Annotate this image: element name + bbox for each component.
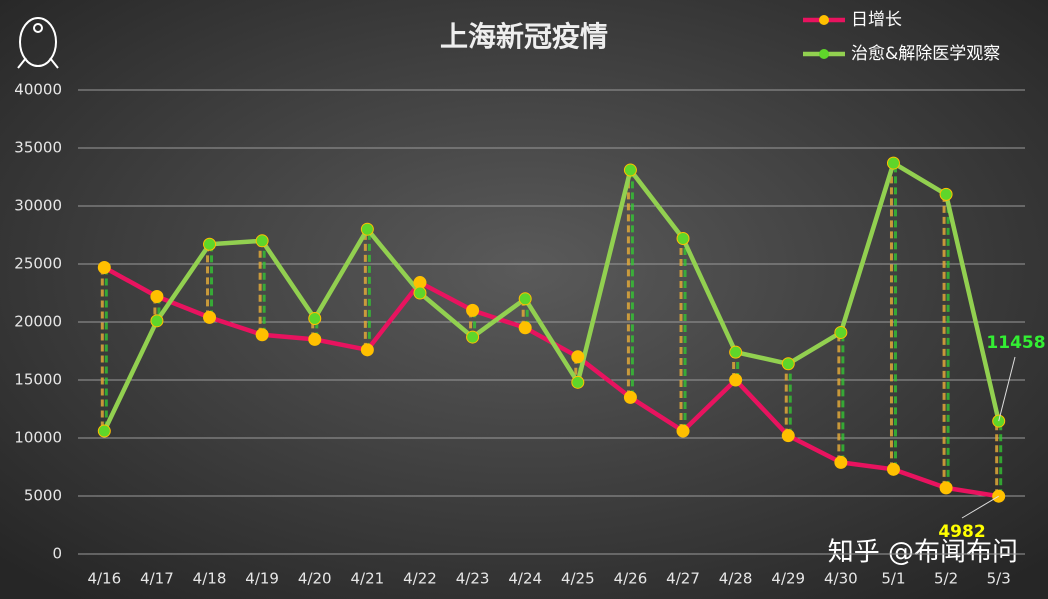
- point: [308, 332, 322, 346]
- x-tick-label: 4/18: [193, 570, 227, 588]
- point: [781, 357, 795, 371]
- point: [150, 289, 164, 303]
- legend-marker: [819, 49, 829, 59]
- point: [97, 424, 111, 438]
- x-tick-label: 4/25: [561, 570, 595, 588]
- callout-line: [961, 495, 999, 519]
- x-tick-label: 4/23: [456, 570, 490, 588]
- point: [150, 314, 164, 328]
- callout-line: [998, 356, 1016, 422]
- point: [571, 350, 585, 364]
- point: [97, 260, 111, 274]
- point: [834, 325, 848, 339]
- legend-marker: [819, 15, 829, 25]
- point: [571, 375, 585, 389]
- data-label: 4982: [938, 522, 985, 542]
- y-tick-label: 5000: [24, 487, 62, 505]
- y-tick-label: 25000: [14, 255, 62, 273]
- x-tick-label: 4/20: [298, 570, 332, 588]
- x-tick-label: 4/19: [245, 570, 279, 588]
- point: [203, 310, 217, 324]
- point: [676, 424, 690, 438]
- point: [518, 321, 532, 335]
- point: [886, 462, 900, 476]
- y-tick-label: 40000: [14, 81, 62, 99]
- x-tick-label: 4/17: [140, 570, 174, 588]
- point: [781, 429, 795, 443]
- point: [255, 234, 269, 248]
- point: [413, 286, 427, 300]
- point: [308, 312, 322, 326]
- x-tick-label: 4/22: [403, 570, 437, 588]
- point: [360, 343, 374, 357]
- y-tick-label: 10000: [14, 429, 62, 447]
- point: [255, 328, 269, 342]
- x-tick-label: 4/29: [771, 570, 805, 588]
- point: [203, 237, 217, 251]
- chart-title: 上海新冠疫情: [440, 20, 608, 53]
- point: [466, 303, 480, 317]
- x-tick-label: 4/30: [824, 570, 858, 588]
- point: [939, 481, 953, 495]
- legend-label: 治愈&解除医学观察: [851, 44, 1000, 64]
- point: [360, 222, 374, 236]
- y-tick-label: 15000: [14, 371, 62, 389]
- y-tick-label: 35000: [14, 139, 62, 157]
- point: [623, 390, 637, 404]
- x-tick-label: 4/28: [719, 570, 753, 588]
- point: [623, 163, 637, 177]
- x-tick-label: 5/1: [881, 570, 905, 588]
- point: [886, 156, 900, 170]
- point: [466, 330, 480, 344]
- x-tick-label: 5/3: [987, 570, 1011, 588]
- x-tick-label: 4/27: [666, 570, 700, 588]
- point: [939, 187, 953, 201]
- point: [729, 345, 743, 359]
- y-tick-label: 0: [52, 545, 62, 563]
- point: [729, 373, 743, 387]
- point: [834, 455, 848, 469]
- point: [518, 292, 532, 306]
- x-tick-label: 4/26: [614, 570, 648, 588]
- data-label: 11458: [986, 333, 1045, 353]
- point: [676, 231, 690, 245]
- legend-label: 日增长: [851, 10, 902, 30]
- y-tick-label: 30000: [14, 197, 62, 215]
- x-tick-label: 4/16: [87, 570, 121, 588]
- x-tick-label: 4/21: [351, 570, 385, 588]
- x-tick-label: 5/2: [934, 570, 958, 588]
- series-line: [102, 160, 1001, 433]
- logo: [17, 17, 59, 69]
- x-tick-label: 4/24: [508, 570, 542, 588]
- y-tick-label: 20000: [14, 313, 62, 331]
- watermark: 知乎 @布闻布问: [828, 538, 1018, 568]
